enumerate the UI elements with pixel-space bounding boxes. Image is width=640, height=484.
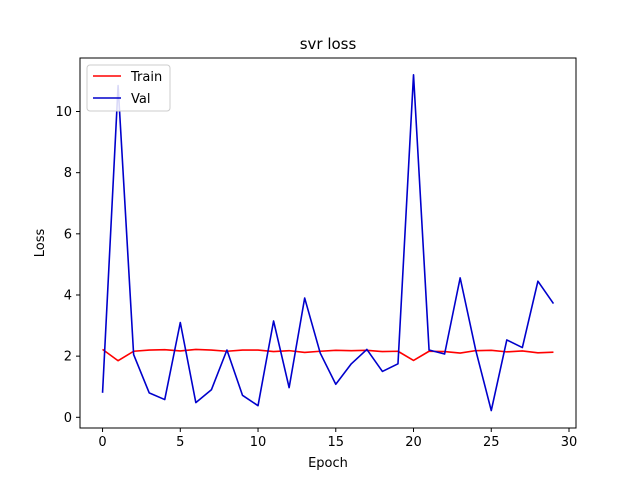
legend-label-val: Val <box>131 92 150 107</box>
y-tick-label: 2 <box>64 350 72 365</box>
chart-title: svr loss <box>300 35 357 53</box>
legend: Train Val <box>86 64 171 112</box>
series-line-val <box>101 74 555 412</box>
series-line-train <box>102 348 554 362</box>
x-tick-label: 10 <box>250 435 267 450</box>
legend-label-train: Train <box>130 70 162 85</box>
y-tick-label: 4 <box>64 288 72 303</box>
y-tick-label: 6 <box>64 227 72 242</box>
x-tick-label: 5 <box>176 435 184 450</box>
x-tick-label: 0 <box>98 435 106 450</box>
y-tick-label: 0 <box>64 411 72 426</box>
x-tick-label: 20 <box>405 435 422 450</box>
x-tick-label: 30 <box>561 435 578 450</box>
y-tick-label: 8 <box>64 166 72 181</box>
x-axis-label: Epoch <box>308 456 348 471</box>
y-tick-label: 10 <box>55 105 72 120</box>
x-tick-label: 15 <box>328 435 345 450</box>
plot-frame <box>79 57 577 429</box>
y-axis-label: Loss <box>33 229 48 258</box>
x-tick-label: 25 <box>483 435 500 450</box>
